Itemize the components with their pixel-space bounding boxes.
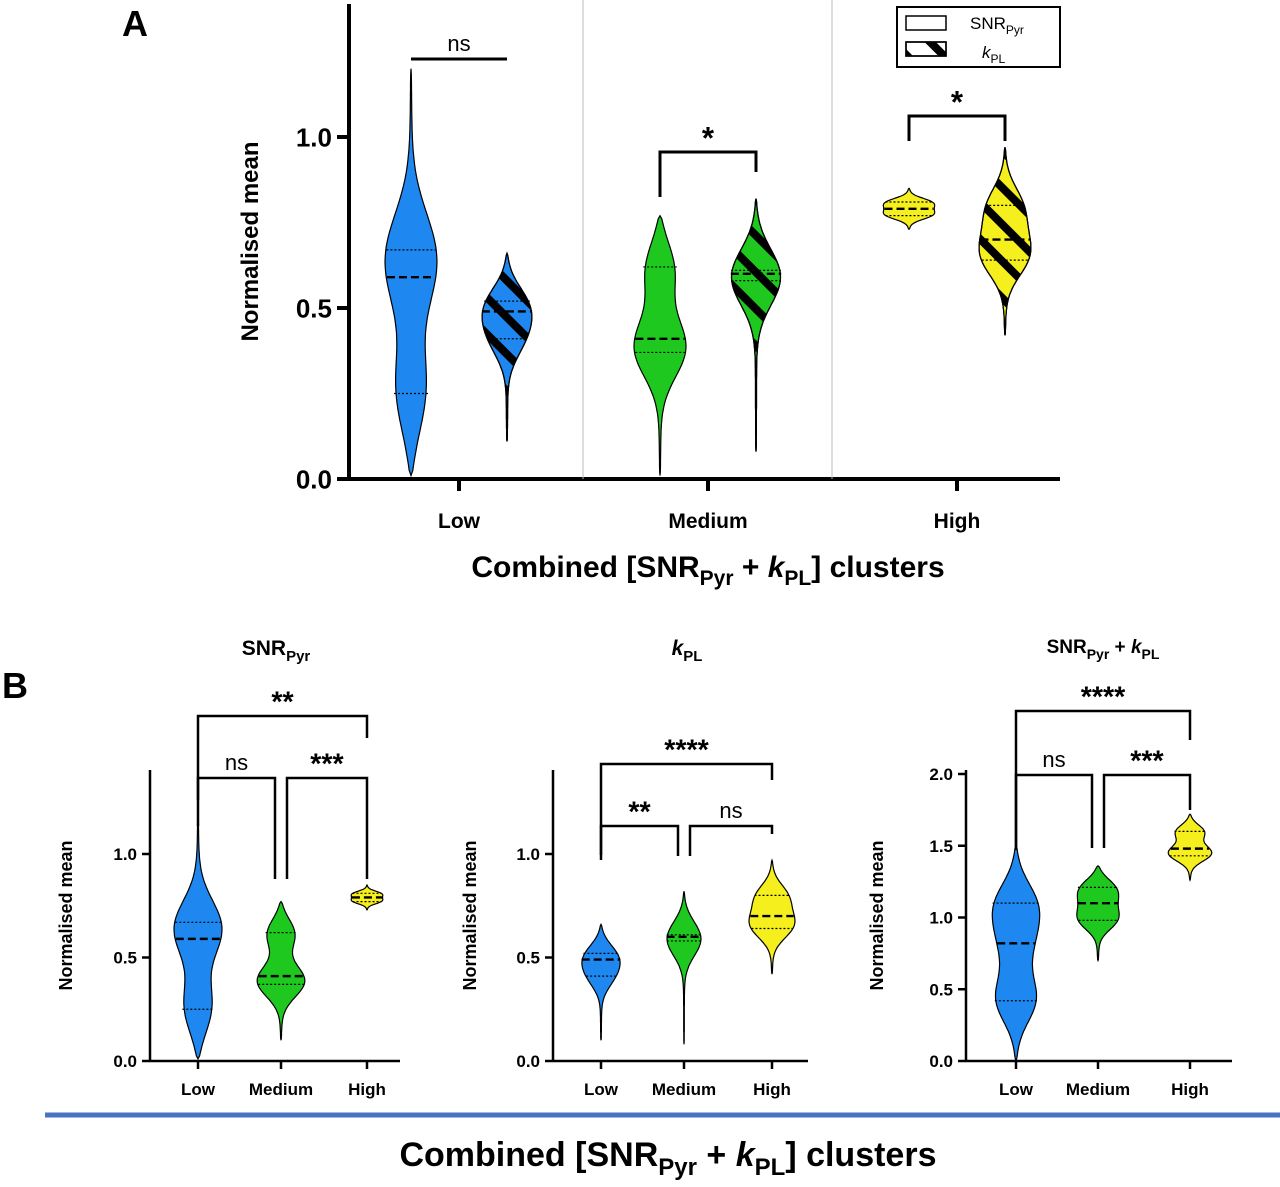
panel-b2-ytick-label: 0.5 [516,949,540,968]
panel-b2-xtick-label: High [753,1080,791,1099]
panel-b1-ylabel: Normalised mean [56,840,76,990]
sig-b1-low-medium-bracket [196,776,277,879]
violin-a-k-pl-high-hatch [978,147,1032,336]
panel-a-chart: 0.0 0.5 1.0 Low Medium High Normalised mean ns *… [237,0,1060,533]
violin-a-k-pl-low-hatch [481,251,533,442]
violin-a-snr-pyr-medium [633,214,687,476]
legend-swatch-kpl-hatch [905,41,947,57]
panel-a-ylabel: Normalised mean [237,141,264,341]
violin-a-snr-pyr-low [384,68,438,478]
panel-a-xlabel: Combined [SNRPyr + kPL] clusters [471,551,944,590]
sig-b1-low-high-bracket [196,714,369,800]
sig-b3-medium-high-label: *** [1130,746,1164,778]
violin-a-k-pl-medium-hatch [730,198,782,452]
panel-a-xtick-label: Medium [668,510,747,533]
sig-a-high-label: * [951,84,964,119]
panel-b3-xtick-label: High [1171,1080,1209,1099]
bottom-xlabel: Combined [SNRPyr + kPL] clusters [399,1136,936,1181]
panel-label-a: A [122,3,148,44]
sig-b3-low-high-label: **** [1081,682,1126,714]
panel-b1-xtick-label: High [348,1080,386,1099]
legend-swatch-snr [905,15,947,31]
panel-b1-ytick-label: 0.5 [113,949,137,968]
panel-a-xtick-label: High [934,510,981,533]
panel-a-ytick-label: 0.5 [296,293,332,323]
panel-a-ytick-label: 1.0 [296,122,332,152]
panel-b3-ytick-label: 1.0 [929,909,953,928]
sig-b2-medium-high-bracket [688,824,774,856]
sig-b3-low-high-bracket [1014,709,1192,850]
panel-b2-ytick-label: 1.0 [516,845,540,864]
violin-b3-medium [1076,864,1120,963]
sig-a-medium-label: * [702,120,715,155]
panel-b3-chart: 0.0 0.5 1.0 1.5 2.0 Low Medium High Normalised m… [867,682,1232,1099]
sig-b2-low-high-label: **** [664,735,709,767]
sig-b3-low-medium-label: ns [1042,747,1065,772]
panel-b2-chart: 0.0 0.5 1.0 Low Medium High Normalised mean ** n… [460,735,808,1099]
panel-b1-chart: 0.0 0.5 1.0 Low Medium High Normalised mean ns *… [56,687,400,1099]
panel-b1-xtick-label: Medium [249,1080,313,1099]
panel-b2-xtick-label: Medium [652,1080,716,1099]
legend-label-kpl: kPL [982,43,1006,66]
sig-a-high-bracket [907,114,1007,141]
panel-b1-xtick-label: Low [181,1080,216,1099]
sig-b2-low-medium-label: ** [628,797,651,829]
panel-b1-ytick-label: 0.0 [113,1052,137,1071]
sig-b3-low-medium-bracket [1014,773,1094,850]
violin-b3-high [1167,813,1213,882]
panel-b3-ytick-label: 0.5 [929,980,953,999]
panel-a-xtick-label: Low [438,510,481,533]
sig-b1-medium-high-bracket [285,776,369,879]
panel-b3-xtick-label: Low [999,1080,1034,1099]
sig-b1-low-high-label: ** [271,687,294,719]
sig-b3-medium-high-bracket [1102,773,1192,848]
panel-b3-ytick-label: 2.0 [929,765,953,784]
panel-a-ytick-label: 0.0 [296,464,332,494]
violin-b3-low [991,844,1041,1064]
panel-b2-ylabel: Normalised mean [460,840,480,990]
panel-b1-title: SNRPyr [242,637,311,665]
panel-b3-ytick-label: 1.5 [929,837,953,856]
sig-a-medium-bracket [658,150,758,197]
panel-b2-title: kPL [672,637,703,665]
sig-b2-low-medium-bracket [599,824,680,856]
legend: SNRPyr kPL [896,6,1061,68]
legend-label-snr: SNRPyr [970,14,1024,37]
panel-b3-xtick-label: Medium [1066,1080,1130,1099]
panel-label-b: B [2,665,28,706]
panel-b2-xtick-label: Low [584,1080,619,1099]
violin-b1-low [173,812,223,1061]
violin-b1-medium [256,900,306,1041]
panel-b3-ylabel: Normalised mean [867,840,887,990]
sig-b2-low-high-bracket [599,762,774,860]
panel-b2-ytick-label: 0.0 [516,1052,540,1071]
panel-b3-title: SNRPyr + kPL [1047,637,1160,662]
sig-b1-low-medium-label: ns [225,750,248,775]
panel-b1-ytick-label: 1.0 [113,845,137,864]
sig-a-low-label: ns [447,31,470,56]
sig-b1-medium-high-label: *** [310,749,344,781]
violin-b2-medium [666,891,702,1045]
sig-b2-medium-high-label: ns [719,798,742,823]
panel-b3-ytick-label: 0.0 [929,1052,953,1071]
violin-b2-high [748,858,796,975]
violin-b2-low [581,923,621,1041]
